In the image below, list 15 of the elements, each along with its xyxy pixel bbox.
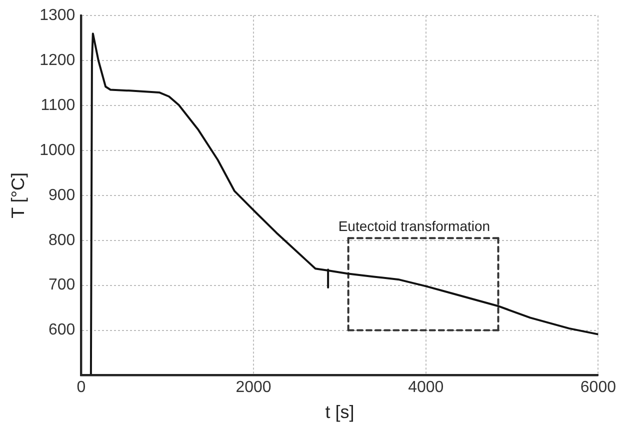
x-tick-label: 2000: [236, 379, 272, 396]
y-tick-label: 800: [48, 232, 76, 249]
x-tick-label: 0: [76, 379, 86, 396]
y-tick-label: 600: [48, 322, 76, 339]
y-tick-label: 700: [48, 276, 76, 294]
x-axis-title: t [s]: [325, 402, 354, 422]
y-tick-label: 1200: [40, 52, 76, 69]
y-axis-title: T [°C]: [8, 172, 28, 218]
y-tick-label: 1300: [40, 7, 76, 24]
y-tick-label: 1000: [40, 142, 76, 159]
x-tick-label: 4000: [408, 379, 444, 396]
y-tick-label: 1100: [40, 96, 76, 114]
y-tick-label: 900: [48, 186, 76, 204]
x-tick-label: 6000: [580, 379, 616, 396]
annotation: Eutectoid transformation: [338, 218, 490, 234]
